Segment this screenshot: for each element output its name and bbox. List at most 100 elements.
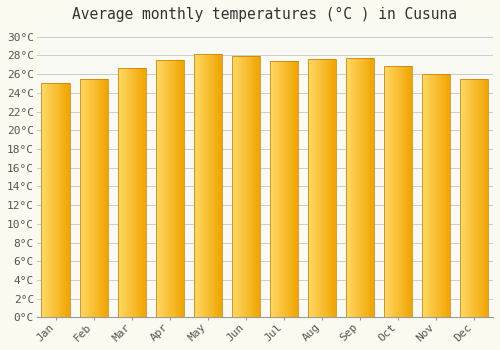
Bar — [196, 54, 198, 317]
Bar — [362, 58, 363, 317]
Bar — [247, 56, 248, 317]
Bar — [355, 58, 356, 317]
Bar — [428, 74, 430, 317]
Bar — [60, 83, 62, 317]
Bar — [128, 68, 129, 317]
Bar — [330, 59, 332, 317]
Bar — [143, 68, 144, 317]
Bar — [386, 66, 388, 317]
Bar — [48, 83, 49, 317]
Bar — [207, 54, 208, 317]
Bar — [136, 68, 138, 317]
Bar — [210, 54, 212, 317]
Bar — [107, 79, 108, 317]
Bar — [438, 74, 439, 317]
Bar — [332, 59, 334, 317]
Bar — [166, 60, 167, 317]
Bar — [479, 79, 480, 317]
Bar — [156, 60, 158, 317]
Bar — [194, 54, 222, 317]
Bar — [287, 61, 288, 317]
Bar — [352, 58, 354, 317]
Bar — [85, 79, 86, 317]
Bar — [216, 54, 218, 317]
Bar — [372, 58, 374, 317]
Bar — [132, 68, 134, 317]
Bar — [256, 56, 258, 317]
Bar — [220, 54, 221, 317]
Bar — [363, 58, 364, 317]
Bar — [208, 54, 209, 317]
Bar — [356, 58, 357, 317]
Bar — [368, 58, 370, 317]
Bar — [288, 61, 290, 317]
Bar — [88, 79, 89, 317]
Bar — [294, 61, 296, 317]
Bar — [126, 68, 127, 317]
Bar — [310, 59, 312, 317]
Bar — [127, 68, 128, 317]
Bar — [464, 79, 466, 317]
Bar — [252, 56, 254, 317]
Bar — [460, 79, 488, 317]
Bar — [243, 56, 244, 317]
Bar — [277, 61, 278, 317]
Bar — [214, 54, 216, 317]
Bar — [390, 66, 392, 317]
Bar — [56, 83, 58, 317]
Bar — [100, 79, 102, 317]
Bar — [297, 61, 298, 317]
Bar — [49, 83, 50, 317]
Bar — [446, 74, 448, 317]
Bar — [322, 59, 323, 317]
Bar — [334, 59, 335, 317]
Bar — [259, 56, 260, 317]
Bar — [410, 66, 412, 317]
Bar — [270, 61, 272, 317]
Bar — [125, 68, 126, 317]
Bar — [354, 58, 355, 317]
Bar — [91, 79, 92, 317]
Bar — [242, 56, 243, 317]
Bar — [402, 66, 404, 317]
Bar — [388, 66, 390, 317]
Bar — [476, 79, 477, 317]
Bar — [183, 60, 184, 317]
Bar — [462, 79, 464, 317]
Bar — [468, 79, 469, 317]
Bar — [328, 59, 330, 317]
Bar — [359, 58, 360, 317]
Bar — [69, 83, 70, 317]
Bar — [397, 66, 398, 317]
Bar — [65, 83, 66, 317]
Bar — [308, 59, 310, 317]
Bar — [323, 59, 324, 317]
Bar — [274, 61, 276, 317]
Bar — [118, 68, 120, 317]
Bar — [90, 79, 91, 317]
Bar — [437, 74, 438, 317]
Bar — [84, 79, 85, 317]
Bar — [200, 54, 201, 317]
Bar — [460, 79, 462, 317]
Bar — [89, 79, 90, 317]
Bar — [319, 59, 320, 317]
Bar — [314, 59, 316, 317]
Bar — [395, 66, 396, 317]
Bar — [169, 60, 170, 317]
Bar — [164, 60, 165, 317]
Bar — [168, 60, 169, 317]
Bar — [55, 83, 56, 317]
Bar — [361, 58, 362, 317]
Bar — [162, 60, 163, 317]
Bar — [96, 79, 98, 317]
Bar — [475, 79, 476, 317]
Bar — [442, 74, 444, 317]
Bar — [401, 66, 402, 317]
Bar — [182, 60, 183, 317]
Title: Average monthly temperatures (°C ) in Cusuna: Average monthly temperatures (°C ) in Cu… — [72, 7, 458, 22]
Bar — [320, 59, 321, 317]
Bar — [171, 60, 172, 317]
Bar — [286, 61, 287, 317]
Bar — [292, 61, 294, 317]
